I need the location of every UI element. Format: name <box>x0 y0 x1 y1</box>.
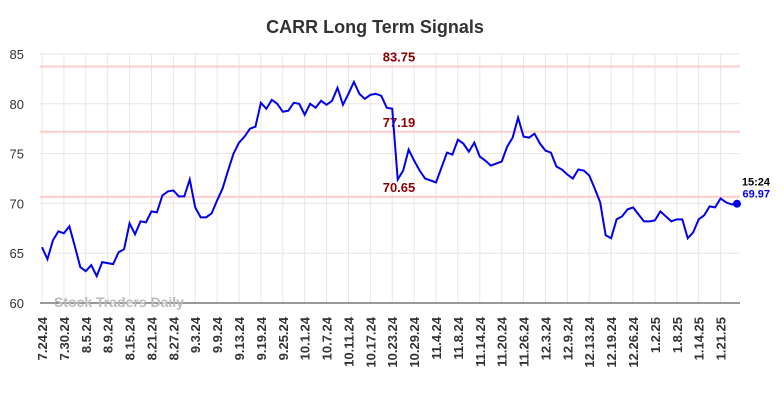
y-tick-label: 75 <box>10 147 24 162</box>
x-tick-label: 12.9.24 <box>560 316 575 360</box>
x-tick-label: 10.17.24 <box>363 316 378 367</box>
x-tick-label: 10.11.24 <box>341 316 356 367</box>
chart-title: CARR Long Term Signals <box>266 17 484 37</box>
signal-label: 83.75 <box>383 49 416 64</box>
x-tick-label: 12.3.24 <box>538 316 553 360</box>
x-tick-label: 8.9.24 <box>101 316 116 353</box>
last-point <box>733 199 741 208</box>
y-tick-label: 85 <box>10 47 24 62</box>
x-tick-label: 8.27.24 <box>166 316 181 360</box>
x-tick-label: 9.3.24 <box>188 316 203 353</box>
y-tick-label: 65 <box>10 246 24 261</box>
x-tick-label: 9.25.24 <box>276 316 291 360</box>
x-tick-label: 10.1.24 <box>298 316 313 360</box>
x-tick-label: 8.5.24 <box>79 316 94 353</box>
x-tick-label: 10.7.24 <box>320 316 335 360</box>
y-tick-label: 80 <box>10 97 24 112</box>
y-tick-label: 70 <box>10 196 24 211</box>
x-tick-label: 10.29.24 <box>407 316 422 367</box>
x-tick-label: 1.14.25 <box>692 317 707 360</box>
x-tick-label: 12.13.24 <box>582 316 597 367</box>
price-line <box>41 79 738 279</box>
x-tick-label: 1.21.25 <box>714 317 729 360</box>
signal-label: 77.19 <box>383 115 416 130</box>
last-time: 15:24 <box>742 177 771 189</box>
x-tick-label: 8.21.24 <box>144 316 159 360</box>
x-tick-label: 10.23.24 <box>385 316 400 367</box>
x-tick-label: 1.2.25 <box>648 317 663 353</box>
x-tick-label: 7.30.24 <box>57 316 72 360</box>
watermark: Stock Traders Daily <box>54 294 184 310</box>
x-tick-label: 9.19.24 <box>254 316 269 360</box>
x-tick-label: 1.8.25 <box>670 317 685 353</box>
x-tick-label: 8.15.24 <box>123 316 138 360</box>
x-tick-label: 11.14.24 <box>473 316 488 367</box>
signal-label: 70.65 <box>383 180 416 195</box>
x-tick-label: 11.20.24 <box>495 316 510 367</box>
y-tick-label: 60 <box>10 296 24 311</box>
x-tick-label: 11.8.24 <box>451 316 466 359</box>
x-tick-label: 9.13.24 <box>232 316 247 360</box>
x-tick-label: 11.26.24 <box>517 316 532 367</box>
x-tick-label: 12.19.24 <box>604 316 619 367</box>
x-tick-label: 12.26.24 <box>626 316 641 367</box>
x-tick-label: 9.9.24 <box>210 316 225 353</box>
last-value: 69.97 <box>742 189 770 201</box>
x-tick-label: 11.4.24 <box>429 316 444 359</box>
x-tick-label: 7.24.24 <box>35 316 50 360</box>
